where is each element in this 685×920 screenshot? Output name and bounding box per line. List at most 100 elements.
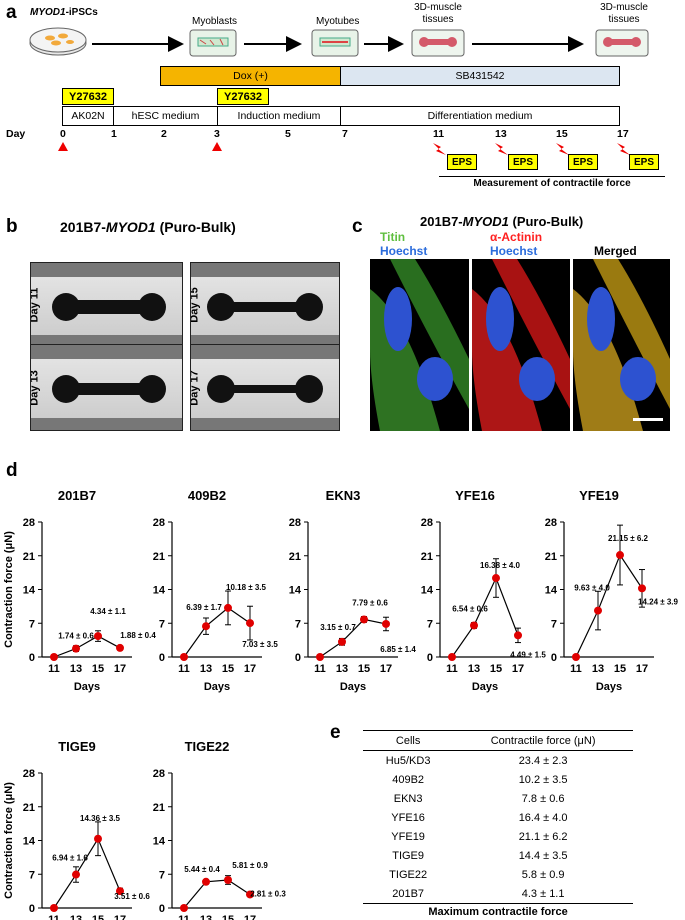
data-point [72,870,80,879]
y-tick-label: 21 [153,802,165,814]
brightfield-day17: Day 17 [190,344,340,431]
day-11: 11 [433,128,445,140]
channel-label-actinin: α-Actinin [490,230,543,244]
y-tick-label: 28 [23,517,35,529]
x-tick-label: 11 [314,663,326,675]
day-axis-label: Day [6,128,26,140]
y-tick-label: 7 [29,869,35,881]
data-point [594,606,602,615]
data-point [572,653,580,661]
data-label: 3.51 ± 0.6 [114,892,150,901]
table-header-force: Contractile force (μN) [453,730,633,751]
y-tick-label: 21 [289,551,301,563]
data-label: 6.54 ± 0.6 [452,604,488,613]
table-row: EKN3 7.8 ± 0.6 [393,792,565,805]
x-axis-label: Days [596,681,622,693]
series-line [53,635,121,658]
data-point [492,574,500,583]
day-13: 13 [495,128,507,140]
y-tick-label: 0 [159,903,165,915]
x-tick-label: 15 [358,663,370,675]
y-tick-label: 28 [421,517,433,529]
stage-label-3d-1: 3D-muscle tissues [414,2,462,25]
chart-title: EKN3 [326,488,361,503]
culture-illustrations [29,27,649,57]
y-tick-label: 21 [153,551,165,563]
table-row: TIGE9 14.4 ± 3.5 [392,849,568,862]
bolt-icon [617,143,630,155]
data-point [94,632,102,641]
day-1: 1 [111,128,117,140]
x-tick-label: 17 [114,914,126,920]
x-tick-label: 17 [636,663,648,675]
x-tick-label: 13 [336,663,348,675]
data-point [116,887,124,896]
channel-label-merged: Merged [594,244,637,258]
x-tick-label: 11 [570,663,582,675]
data-label: 7.03 ± 3.5 [242,640,278,649]
x-axis-label: Days [74,681,100,693]
x-tick-label: 15 [490,663,502,675]
x-tick-label: 15 [222,914,234,920]
sb431542-bar: SB431542 [340,66,620,86]
y-tick-label: 7 [551,618,557,630]
table-row: 201B7 4.3 ± 1.1 [363,884,633,904]
measurement-line [439,176,665,177]
stage-label-myoblasts: Myoblasts [192,16,238,27]
x-tick-label: 13 [200,914,212,920]
data-point [514,631,522,640]
y-tick-label: 28 [545,517,557,529]
x-tick-label: 13 [70,663,82,675]
y-tick-label: 21 [421,551,433,563]
table-row: 409B2 10.2 ± 3.5 [392,773,568,786]
data-label: 5.44 ± 0.4 [184,865,220,874]
series-line [319,618,387,658]
data-point [470,621,478,630]
series-line [575,553,643,658]
panel-label-c: c [352,216,363,237]
bolt-icon [495,143,508,155]
chart-title: 201B7 [58,488,96,503]
x-tick-label: 11 [48,663,60,675]
y-tick-label: 21 [23,802,35,814]
x-axis-label: Days [204,681,230,693]
data-label: 2.81 ± 0.3 [250,889,286,898]
panel-label-d: d [6,460,18,481]
data-label: 9.63 ± 4.0 [574,584,610,593]
table-caption: Maximum contractile force [428,906,568,918]
panel-b-title: 201B7-MYOD1 (Puro-Bulk) [60,219,236,235]
x-tick-label: 13 [468,663,480,675]
x-tick-label: 13 [70,914,82,920]
y-axis-label: Contraction force (μN) [3,782,15,899]
y-tick-label: 0 [29,652,35,664]
data-label: 16.38 ± 4.0 [480,561,521,570]
dox-bar: Dox (+) [160,66,341,86]
myotube-well-icon [311,29,359,57]
series-line [183,879,251,909]
y-tick-label: 7 [427,618,433,630]
series-line [183,607,251,658]
fluorescence-merged [573,259,670,431]
eps-box-day17: EPS [629,154,659,170]
data-point [50,904,58,912]
red-arrow-day0 [58,142,68,151]
data-label: 1.88 ± 0.4 [120,631,156,640]
data-label: 7.79 ± 0.6 [352,598,388,607]
data-point [202,877,210,886]
y-tick-label: 14 [23,585,36,597]
day-7: 7 [342,128,348,140]
day-2: 2 [161,128,167,140]
data-label: 10.18 ± 3.5 [226,583,267,592]
fluorescence-actinin-hoechst [472,259,570,431]
y-tick-label: 14 [421,585,434,597]
panel-label-a: a [6,2,17,23]
channel-label-titin: Titin [380,230,406,244]
y-tick-label: 14 [289,585,302,597]
muscle-tissue-well-icon-1 [411,29,465,57]
x-tick-label: 15 [222,663,234,675]
data-label: 14.36 ± 3.5 [80,814,121,823]
y-tick-label: 0 [427,652,433,664]
brightfield-day11: Day 11 [30,262,183,348]
data-label: 3.15 ± 0.7 [320,623,356,632]
